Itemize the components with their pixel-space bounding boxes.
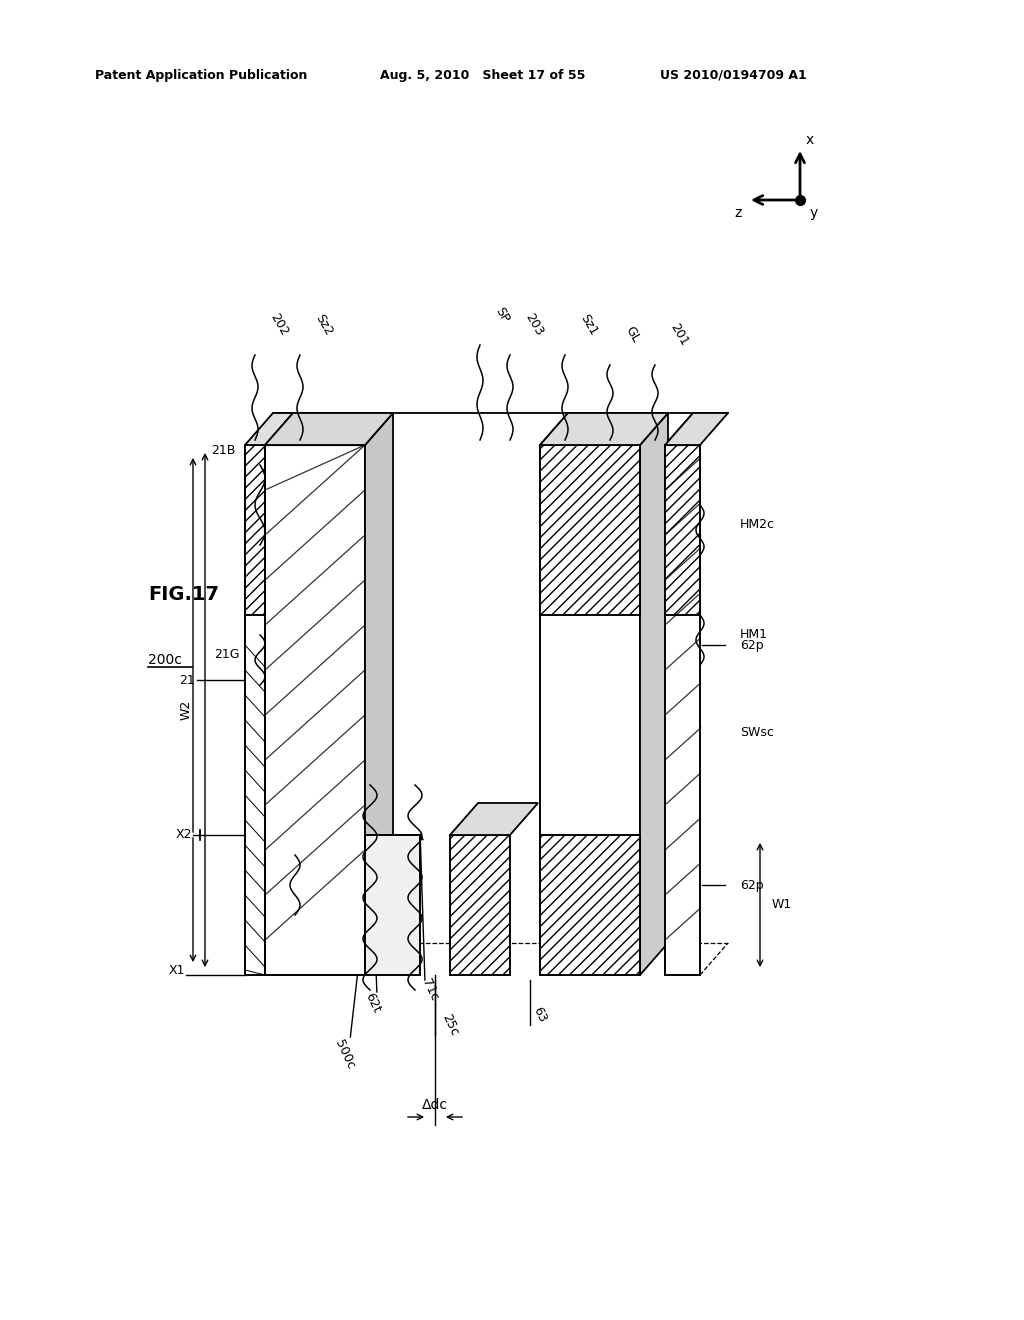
Text: 21R: 21R <box>300 879 325 891</box>
Bar <box>450 836 510 975</box>
Text: 62t: 62t <box>362 991 383 1015</box>
Bar <box>665 445 700 975</box>
Text: x: x <box>806 133 814 147</box>
Text: Sz2: Sz2 <box>313 312 336 338</box>
Bar <box>540 836 640 975</box>
Text: X2: X2 <box>175 829 193 842</box>
Polygon shape <box>450 803 538 836</box>
Text: z: z <box>734 206 741 220</box>
Text: HM1: HM1 <box>740 628 768 642</box>
Polygon shape <box>265 413 293 975</box>
Text: W1: W1 <box>772 899 793 912</box>
Text: SP: SP <box>493 305 512 325</box>
Text: US 2010/0194709 A1: US 2010/0194709 A1 <box>660 69 807 82</box>
Text: Δdc: Δdc <box>422 1098 449 1111</box>
Text: 21G: 21G <box>214 648 240 661</box>
Bar <box>245 445 265 975</box>
Text: 25c: 25c <box>439 1012 461 1038</box>
Polygon shape <box>365 413 393 975</box>
Text: HM2c: HM2c <box>740 519 775 532</box>
Text: 21B: 21B <box>211 444 234 457</box>
Text: y: y <box>810 206 818 220</box>
Text: GL: GL <box>623 325 643 346</box>
Text: X1: X1 <box>169 964 185 977</box>
Bar <box>540 445 640 975</box>
Bar <box>665 445 700 615</box>
Polygon shape <box>265 413 393 445</box>
Polygon shape <box>640 413 668 975</box>
Text: 202: 202 <box>268 312 291 338</box>
Text: 201: 201 <box>668 322 691 348</box>
Text: 62p: 62p <box>740 879 764 891</box>
Polygon shape <box>540 413 668 445</box>
Text: SWsc: SWsc <box>740 726 774 738</box>
Text: 62p: 62p <box>740 639 764 652</box>
Bar <box>265 445 365 975</box>
Bar <box>540 445 640 615</box>
Text: 500c: 500c <box>333 1039 357 1072</box>
Text: W2: W2 <box>180 700 193 721</box>
Polygon shape <box>665 413 728 445</box>
Text: 63: 63 <box>530 1005 549 1024</box>
Text: Sz1: Sz1 <box>578 312 600 338</box>
Text: FIG.17: FIG.17 <box>148 586 219 605</box>
Polygon shape <box>245 413 293 445</box>
Bar <box>245 445 265 615</box>
Text: Aug. 5, 2010   Sheet 17 of 55: Aug. 5, 2010 Sheet 17 of 55 <box>380 69 586 82</box>
Text: 71c: 71c <box>419 977 440 1003</box>
Text: Patent Application Publication: Patent Application Publication <box>95 69 307 82</box>
Text: 23: 23 <box>374 730 390 743</box>
Bar <box>365 836 420 975</box>
Text: 203: 203 <box>523 312 546 338</box>
Text: 21: 21 <box>179 673 195 686</box>
Text: 200c: 200c <box>148 653 182 667</box>
